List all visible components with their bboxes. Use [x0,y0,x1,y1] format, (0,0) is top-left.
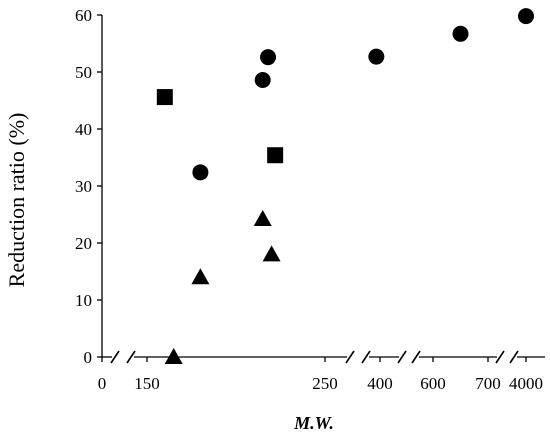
x-tick-label: 700 [475,374,501,393]
square-point [267,147,284,164]
circle-point [368,48,385,65]
x-tick-label: 600 [420,374,446,393]
circle-point [192,164,209,181]
circle-point [254,71,271,88]
triangle-point [262,245,281,262]
triangle-point [253,210,272,227]
x-axis: 0 150 250 400 600 700 4000 [98,350,545,393]
y-tick-label: 50 [75,63,92,82]
axis-break-mark [495,350,505,364]
x-tick-label: 250 [312,374,338,393]
y-tick-label: 40 [75,120,92,139]
y-tick-label: 0 [84,348,93,367]
x-tick-label: 400 [367,374,393,393]
axis-break-mark [397,350,407,364]
axis-break-mark [126,350,136,364]
circle-point [452,25,469,42]
square-point [156,89,173,106]
data-points [156,8,534,364]
x-axis-title: M.W. [293,413,334,433]
triangle-point [164,348,183,364]
y-tick-label: 20 [75,234,92,253]
y-tick-label: 30 [75,177,92,196]
axis-break-mark [345,350,355,364]
y-axis-title: Reduction ratio (%) [4,113,29,288]
axis-break-mark [110,350,120,364]
y-tick-label: 60 [75,6,92,25]
x-tick-label: 0 [98,374,107,393]
triangle-point [191,268,210,285]
axis-break-mark [411,350,421,364]
axis-break-mark [361,350,371,364]
y-tick-label: 10 [75,291,92,310]
x-tick-label: 150 [134,374,160,393]
circle-point [518,8,534,25]
y-axis: 0 10 20 30 40 50 60 [75,6,103,367]
circle-point [260,49,277,66]
x-tick-label: 4000 [509,374,543,393]
axis-break-mark [509,350,519,364]
